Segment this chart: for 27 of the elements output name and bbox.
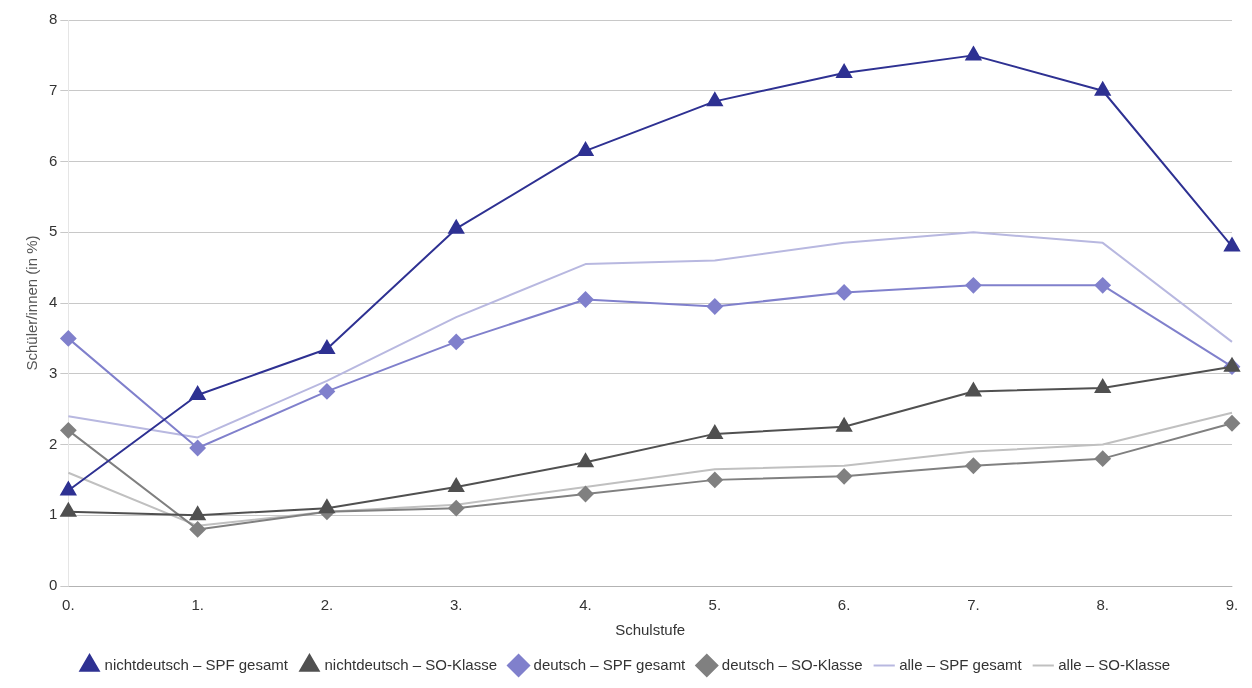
x-tick-label: 5.: [708, 596, 722, 614]
legend-label: alle – SPF gesamt: [899, 655, 1023, 673]
y-tick-label: 7: [49, 80, 58, 98]
x-tick-label: 4.: [579, 596, 592, 614]
legend-label: deutsch – SPF gesamt: [533, 655, 687, 673]
y-tick-label: 2: [49, 434, 58, 452]
legend-label: deutsch – SO-Klasse: [721, 655, 863, 673]
y-tick-label: 8: [49, 10, 58, 28]
x-tick-label: 1.: [191, 596, 204, 614]
x-tick-label: 2.: [320, 596, 334, 614]
y-axis-title: Schüler/innen (in %): [23, 235, 41, 371]
y-tick-label: 5: [49, 222, 58, 240]
x-tick-label: 6.: [837, 596, 851, 614]
legend-label: nichtdeutsch – SO-Klasse: [324, 655, 498, 673]
x-axis-title: Schulstufe: [615, 621, 686, 639]
legend-label: nichtdeutsch – SPF gesamt: [104, 655, 289, 673]
x-tick-label: 8.: [1096, 596, 1109, 614]
x-tick-label: 7.: [967, 596, 980, 614]
y-tick-label: 1: [49, 505, 58, 523]
y-tick-label: 6: [49, 151, 58, 169]
y-tick-label: 4: [49, 293, 58, 311]
x-tick-label: 0.: [62, 596, 75, 614]
legend-label: alle – SO-Klasse: [1058, 655, 1170, 673]
y-tick-label: 3: [49, 363, 58, 381]
x-tick-label: 3.: [449, 596, 463, 614]
x-tick-label: 9.: [1225, 596, 1239, 614]
y-tick-label: 0: [49, 576, 58, 594]
